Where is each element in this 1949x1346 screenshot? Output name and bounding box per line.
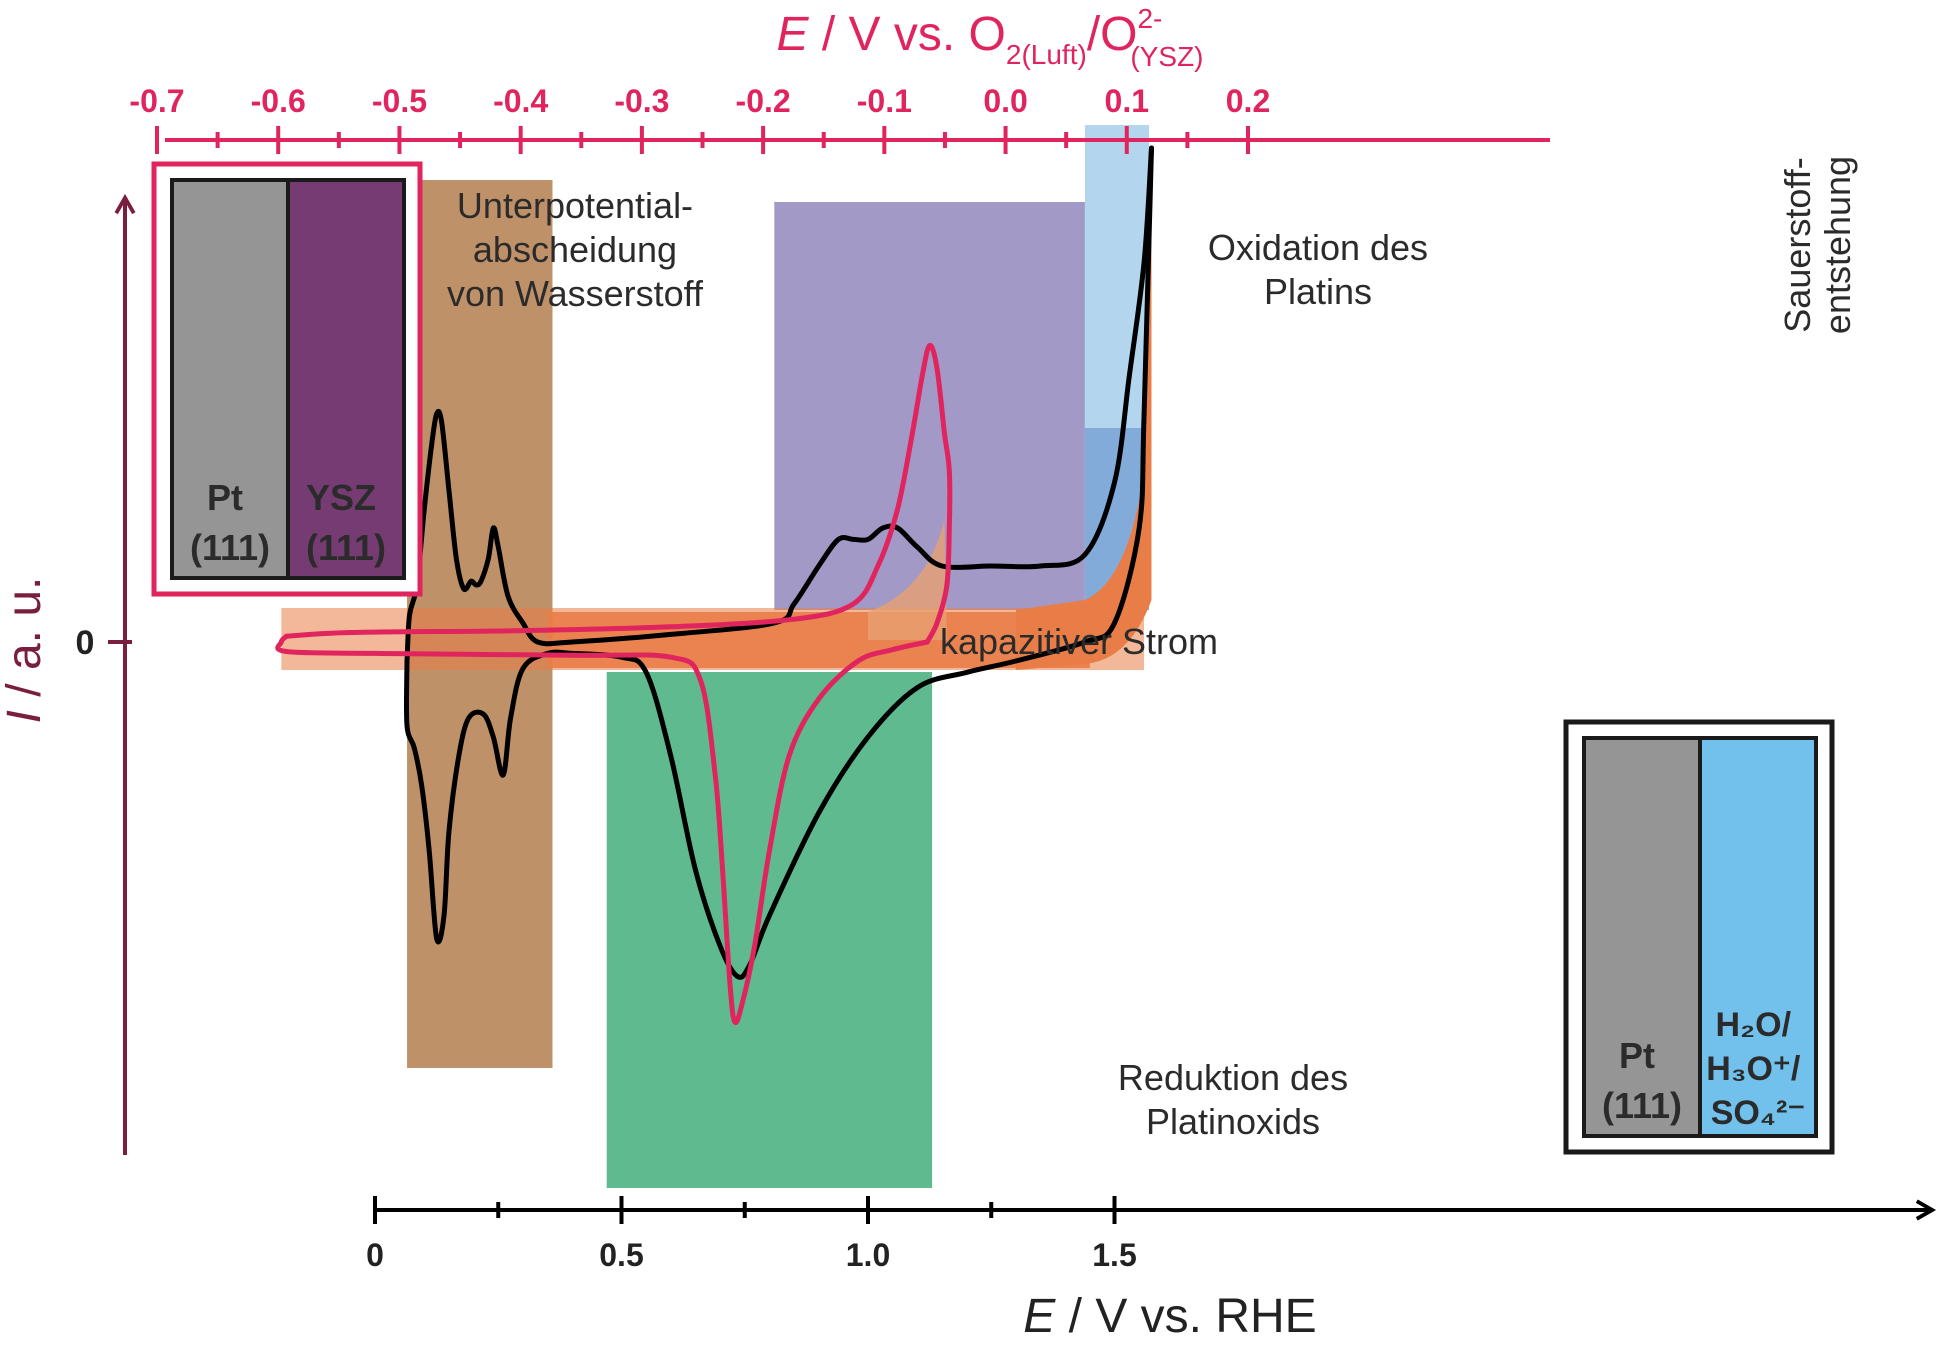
y-axis-title: I / a. u. [0,577,51,724]
x-top-tick-label: -0.5 [372,83,427,119]
series-pt111-ysz-anodic [283,343,953,645]
inset-pt-electrolyte-liquid-label: H₂O/ H₃O⁺/ SO₄²⁻ [1706,1006,1810,1132]
x-top-tick-label: -0.6 [251,83,306,119]
x-axis-bottom-ticks: 0 0.5 1.0 1.5 [366,1196,1137,1273]
region-label-upd: Unterpotential-abscheidung von Wasserstof… [447,185,704,314]
inset-pt-electrolyte-liquid-block [1698,736,1818,1138]
x-bottom-tick-label: 0.5 [599,1237,643,1273]
x-axis-top-title: E / V vs. O2(Luft)/O2-(YSZ) [776,3,1203,72]
series-pt111-ysz-cathodic [275,633,930,1026]
x-top-tick-label: -0.1 [857,83,912,119]
x-top-tick-label: 0.1 [1105,83,1149,119]
region-red [606,672,933,1188]
series-pt111-aqueous-cathodic [403,145,1154,980]
x-top-tick-label: -0.7 [129,83,184,119]
inset-pt-electrolyte-pt-label: Pt (111) [1602,1035,1682,1126]
inset-pt-ysz-pt-label: Pt (111) [190,477,270,568]
y-axis-zero-label: 0 [76,624,95,662]
cv-curves [275,145,1154,1026]
region-cap-ysz-lobe [868,520,947,640]
x-bottom-tick-label: 0 [366,1237,384,1273]
region-label-cap: kapazitiver Strom [940,621,1218,662]
x-top-tick-label: -0.4 [493,83,548,119]
x-top-tick-label: 0.0 [983,83,1027,119]
x-axis-bottom-title: E / V vs. RHE [1023,1290,1316,1341]
region-label-ox: Oxidation des Platins [1208,227,1428,312]
inset-pt-ysz: Pt (111) YSZ (111) [151,161,423,597]
region-ox [774,202,1085,610]
region-label-red: Reduktion des Platinoxids [1118,1057,1348,1142]
x-axis-bottom: 0 0.5 1.0 1.5 E / V vs. RHE [366,1196,1937,1343]
inset-pt-electrolyte-pt-block [1582,736,1702,1138]
x-top-tick-label: 0.2 [1226,83,1270,119]
region-label-o2: Sauerstoff-entstehung [1777,156,1858,334]
inset-pt-electrolyte: Pt (111) H₂O/ H₃O⁺/ SO₄²⁻ [1563,719,1835,1155]
inset-pt-ysz-pt-block [170,178,290,580]
series-pt111-aqueous-anodic [404,145,1154,664]
x-top-tick-label: -0.2 [736,83,791,119]
x-axis-top-ticks: -0.7 -0.6 -0.5 -0.4 -0.3 -0.2 -0.1 0.0 0.1 0.2 [129,83,1270,154]
inset-pt-ysz-ysz-label: YSZ (111) [306,477,386,568]
inset-pt-ysz-ysz-block [286,178,406,580]
x-top-tick-label: -0.3 [614,83,669,119]
x-bottom-tick-label: 1.5 [1092,1237,1136,1273]
shaded-regions [281,125,1152,1188]
region-labels: Unterpotential-abscheidung von Wasserstof… [447,156,1858,1142]
x-bottom-tick-label: 1.0 [846,1237,890,1273]
y-axis: 0 I / a. u. [0,193,136,1155]
x-axis-top: -0.7 -0.6 -0.5 -0.4 -0.3 -0.2 -0.1 0.0 0.1 0.2 E … [129,3,1550,154]
